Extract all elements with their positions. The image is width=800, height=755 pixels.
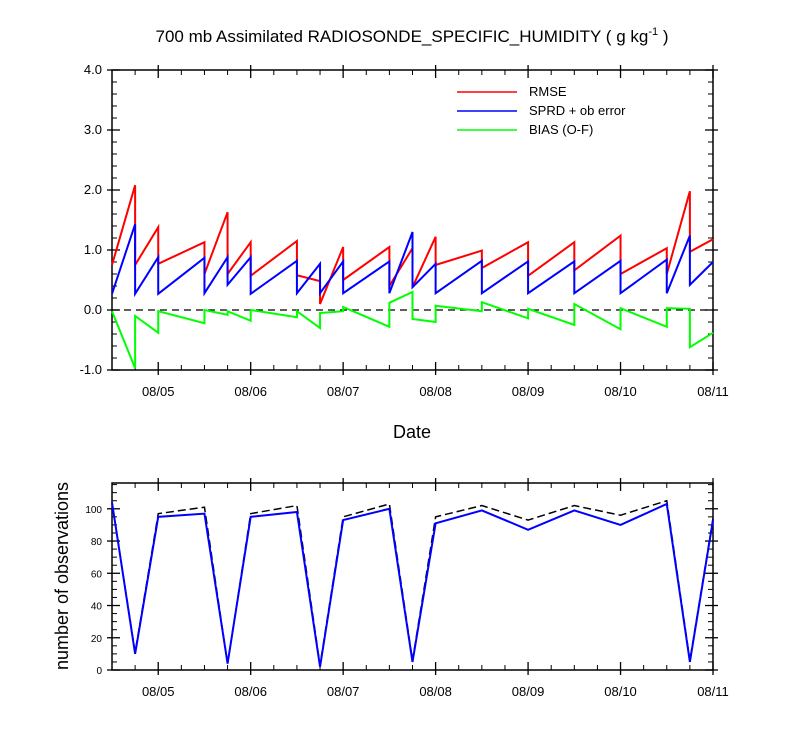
top-y-tick-label: 3.0: [84, 122, 102, 137]
bottom-series-used: [111, 502, 714, 667]
top-x-tick-label: 08/06: [234, 384, 267, 399]
top-x-tick-label: 08/11: [697, 384, 729, 399]
top-panel: 08/05 08/06 08/07 08/08 08/09 08/10 08/11 -1.0 0…: [80, 62, 729, 399]
top-y-tick-label: 1.0: [84, 242, 102, 257]
chart-title: 700 mb Assimilated RADIOSONDE_SPECIFIC_H…: [156, 26, 669, 46]
bottom-y-tick-label: 0: [96, 666, 102, 677]
top-series-sprd-ob-error: [111, 223, 714, 298]
bottom-y-axis-label: number of observations: [52, 482, 72, 670]
top-y-tick-label: 4.0: [84, 62, 102, 77]
bottom-panel: 08/05 08/06 08/07 08/08 08/09 08/10 08/11 0 20 40…: [85, 478, 729, 699]
legend-label: RMSE: [529, 84, 567, 99]
chart-title-end: ): [658, 27, 668, 46]
top-x-tick-label: 08/09: [512, 384, 545, 399]
bottom-x-tick-label: 08/07: [327, 684, 360, 699]
bottom-x-tick-label: 08/09: [512, 684, 545, 699]
bottom-x-tick-label: 08/10: [604, 684, 637, 699]
top-series-bias-o-f: [111, 290, 714, 369]
top-y-tick-label: 0.0: [84, 302, 102, 317]
bottom-x-tick-label: 08/08: [419, 684, 452, 699]
bottom-y-tick-label: 100: [85, 505, 102, 516]
bottom-y-tick-label: 40: [91, 602, 103, 613]
top-y-tick-label: -1.0: [80, 362, 102, 377]
top-x-tick-label: 08/08: [419, 384, 452, 399]
bottom-y-tick-label: 20: [91, 634, 103, 645]
bottom-series-possible: [111, 499, 714, 666]
top-x-tick-label: 08/07: [327, 384, 360, 399]
top-x-axis-label: Date: [393, 422, 431, 442]
top-x-tick-label: 08/05: [142, 384, 175, 399]
legend-label: SPRD + ob error: [529, 103, 626, 118]
legend-label: BIAS (O-F): [529, 122, 593, 137]
bottom-x-tick-label: 08/05: [142, 684, 175, 699]
bottom-x-tick-label: 08/06: [234, 684, 267, 699]
bottom-y-tick-label: 80: [91, 537, 103, 548]
bottom-y-tick-label: 60: [91, 569, 103, 580]
chart-title-superscript: -1: [648, 26, 658, 38]
bottom-plot-frame: [111, 482, 714, 671]
chart-title-main: 700 mb Assimilated RADIOSONDE_SPECIFIC_H…: [156, 27, 649, 46]
top-x-tick-label: 08/10: [604, 384, 637, 399]
bottom-x-tick-label: 08/11: [697, 684, 729, 699]
top-y-tick-label: 2.0: [84, 182, 102, 197]
